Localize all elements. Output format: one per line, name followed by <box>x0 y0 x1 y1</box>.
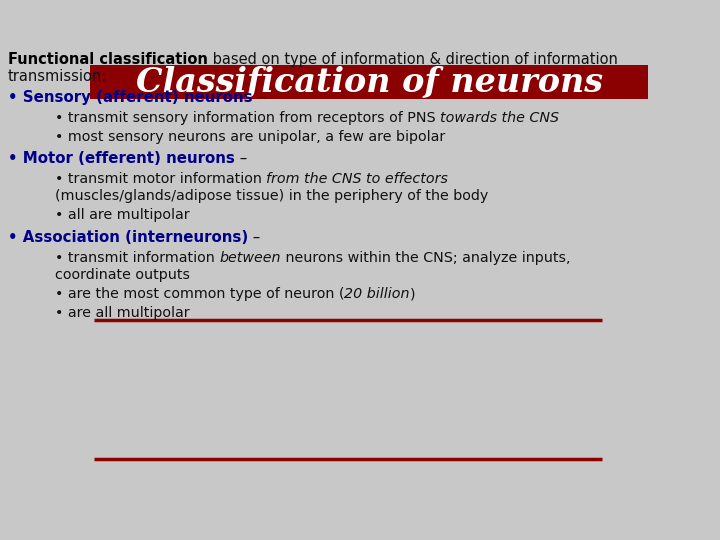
Text: • most sensory neurons are unipolar, a few are bipolar: • most sensory neurons are unipolar, a f… <box>55 130 445 144</box>
Text: ): ) <box>410 287 415 301</box>
Text: based on type of information & direction of information: based on type of information & direction… <box>208 52 618 67</box>
Text: • are all multipolar: • are all multipolar <box>55 306 189 320</box>
Text: • are the most common type of neuron (: • are the most common type of neuron ( <box>55 287 344 301</box>
Text: (muscles/glands/adipose tissue) in the periphery of the body: (muscles/glands/adipose tissue) in the p… <box>55 189 488 203</box>
Text: • Association (interneurons): • Association (interneurons) <box>8 230 248 245</box>
Text: • all are multipolar: • all are multipolar <box>55 208 189 222</box>
Text: –: – <box>248 230 261 245</box>
Text: 20 billion: 20 billion <box>344 287 410 301</box>
Text: • transmit motor information: • transmit motor information <box>55 172 266 186</box>
Text: Classification of neurons: Classification of neurons <box>135 66 603 99</box>
Text: Functional classification: Functional classification <box>8 52 208 67</box>
Text: transmission:: transmission: <box>8 69 107 84</box>
Text: from the CNS to effectors: from the CNS to effectors <box>266 172 449 186</box>
Text: • transmit sensory information from receptors of PNS: • transmit sensory information from rece… <box>55 111 440 125</box>
Text: • Sensory (afferent) neurons: • Sensory (afferent) neurons <box>8 90 253 105</box>
Text: neurons within the CNS; analyze inputs,: neurons within the CNS; analyze inputs, <box>281 251 570 265</box>
Text: –: – <box>253 90 265 105</box>
Bar <box>90 65 648 99</box>
Text: • transmit information: • transmit information <box>55 251 220 265</box>
Text: coordinate outputs: coordinate outputs <box>55 268 190 282</box>
Text: • Motor (efferent) neurons: • Motor (efferent) neurons <box>8 151 235 166</box>
Text: between: between <box>220 251 281 265</box>
Text: towards the CNS: towards the CNS <box>440 111 559 125</box>
Text: –: – <box>235 151 247 166</box>
